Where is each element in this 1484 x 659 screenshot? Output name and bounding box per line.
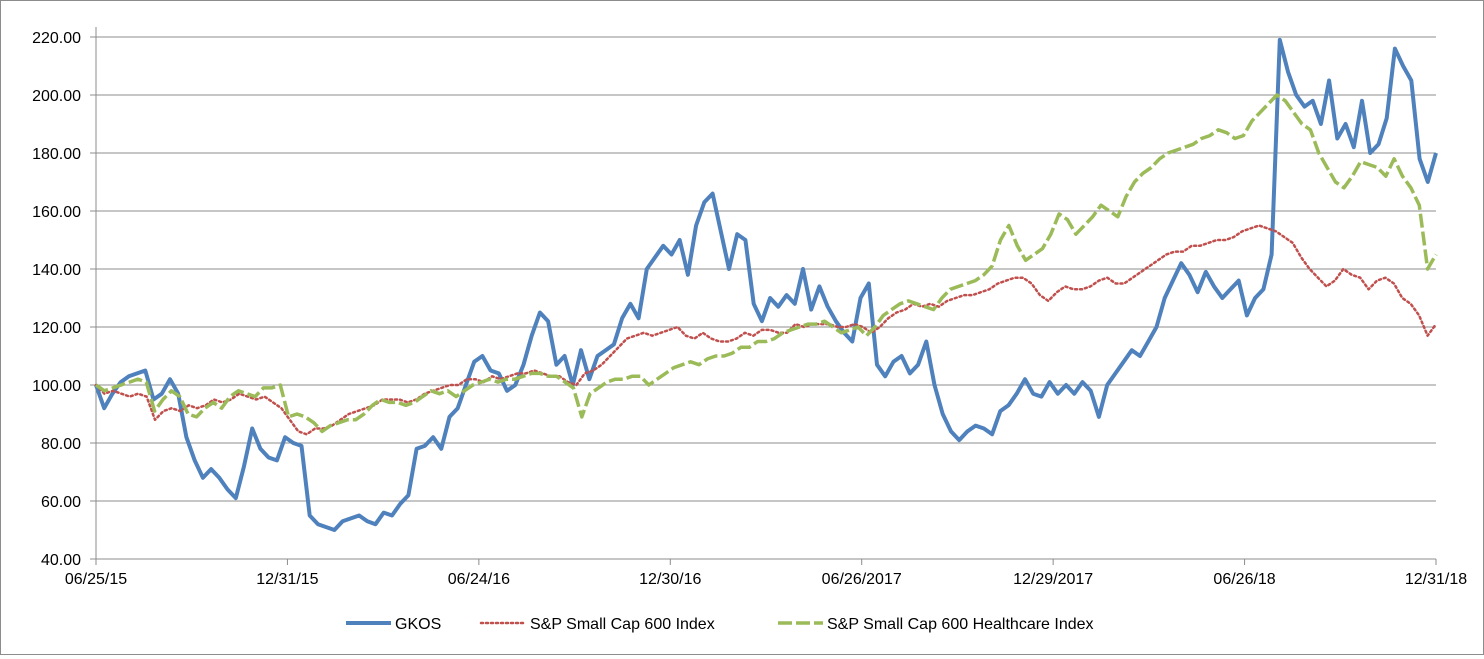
x-tick-label: 12/31/15 <box>256 571 318 588</box>
gridlines <box>96 36 1436 502</box>
x-tick-labels: 06/25/15 12/31/15 06/24/16 12/30/16 06/26/20… <box>65 571 1467 588</box>
y-tick-label: 220.00 <box>32 30 81 47</box>
legend-label-0: GKOS <box>395 616 441 633</box>
y-tick-label: 180.00 <box>32 146 81 163</box>
y-tick-label: 100.00 <box>32 378 81 395</box>
y-tick-label: 140.00 <box>32 262 81 279</box>
y-tick-label: 80.00 <box>41 436 81 453</box>
series-line-1 <box>94 224 1438 436</box>
series-lines <box>94 37 1438 532</box>
y-tick-labels: 40.00 60.00 80.00 100.00 120.00 140.00 160.00 1… <box>32 30 81 569</box>
x-tick-label: 06/24/16 <box>448 571 510 588</box>
y-tick-label: 40.00 <box>41 552 81 569</box>
legend-label-1: S&P Small Cap 600 Index <box>530 616 715 633</box>
y-tick-label: 120.00 <box>32 320 81 337</box>
series-line-2 <box>95 93 1438 434</box>
legend: GKOS S&P Small Cap 600 Index S&P Small Cap… <box>346 616 1094 633</box>
y-tick-label: 160.00 <box>32 204 81 221</box>
y-tick-label: 60.00 <box>41 494 81 511</box>
legend-label-2: S&P Small Cap 600 Healthcare Index <box>827 616 1094 633</box>
x-tick-label: 12/31/18 <box>1405 571 1467 588</box>
x-tick-label: 06/25/15 <box>65 571 127 588</box>
axes <box>90 27 1437 565</box>
series-line-0 <box>94 37 1438 532</box>
y-tick-label: 200.00 <box>32 88 81 105</box>
x-tick-label: 12/30/16 <box>639 571 701 588</box>
x-tick-label: 12/29/2017 <box>1013 571 1093 588</box>
x-tick-label: 06/26/2017 <box>822 571 902 588</box>
x-tick-label: 06/26/18 <box>1213 571 1275 588</box>
